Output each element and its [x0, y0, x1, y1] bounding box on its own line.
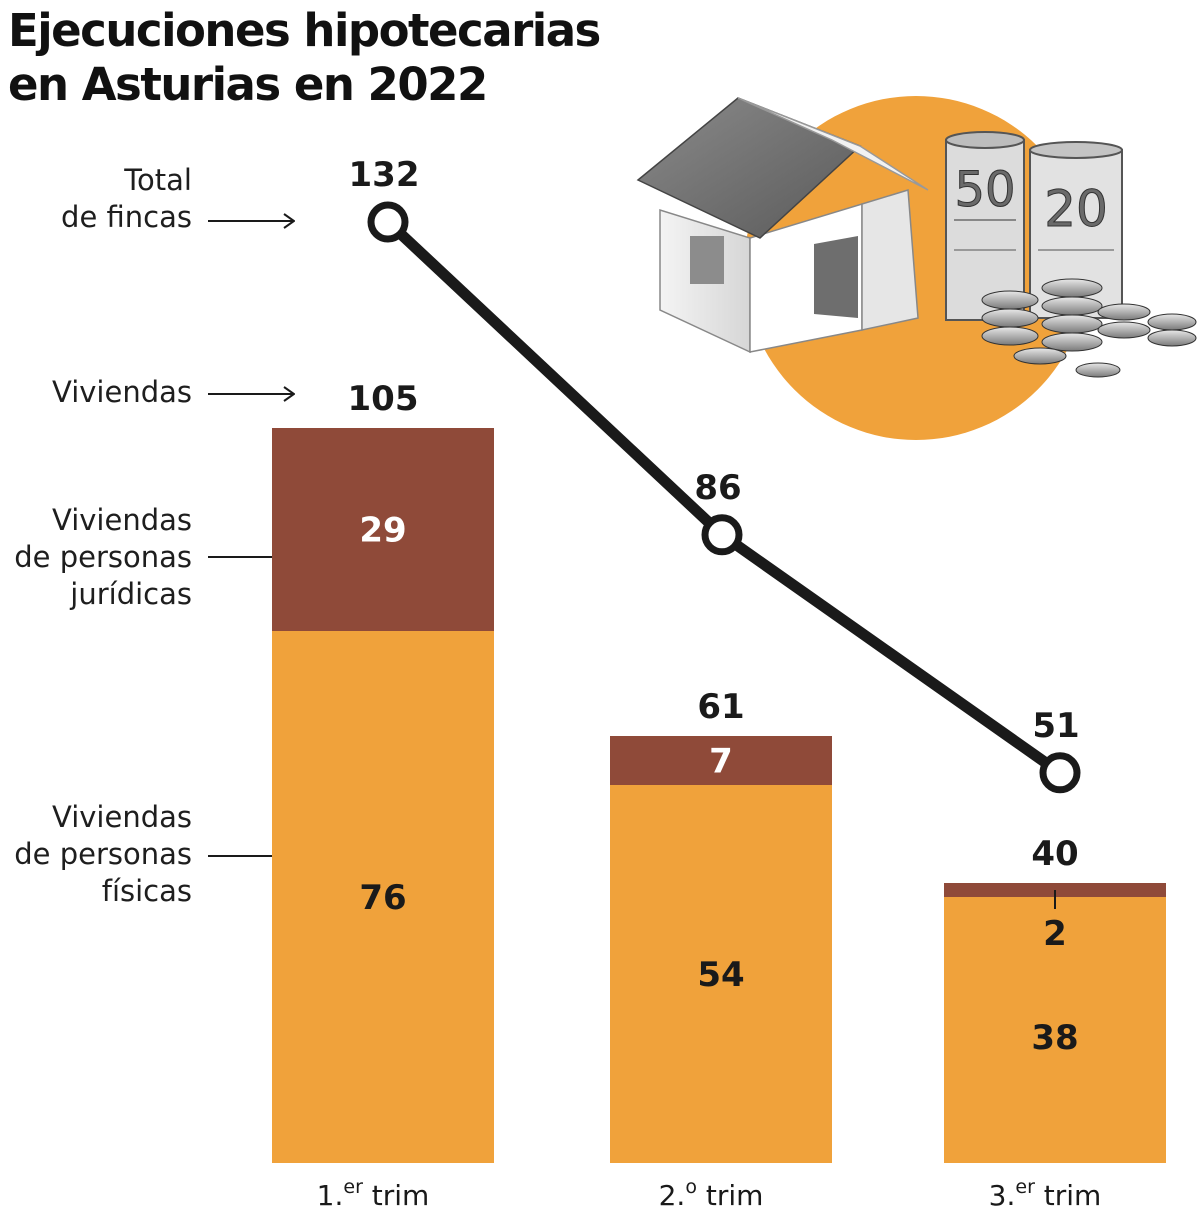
label-fisicas-value-3: 38: [1031, 1018, 1078, 1058]
coins-icon: [981, 278, 1197, 378]
bars-layer: 105 29 76 1.er trim 61 7 54 2.o trim 40 2 38 3.er t…: [272, 379, 1166, 1212]
label-viviendas-total-1: 105: [348, 379, 419, 419]
category-label-3: 3.er trim: [989, 1176, 1102, 1212]
label-fisicas-value-2: 54: [697, 955, 744, 995]
line-point-3: [1039, 752, 1081, 794]
line-point-1: [367, 201, 409, 243]
label-fisicas: Viviendas de personas físicas: [14, 799, 192, 910]
chart-title-line-1: Ejecuciones hipotecarias: [8, 4, 601, 57]
label-fisicas-value-1: 76: [359, 878, 406, 918]
label-juridicas-value-1: 29: [359, 511, 406, 551]
label-total-fincas-line-2: de fincas: [61, 200, 192, 234]
label-juridicas: Viviendas de personas jurídicas: [14, 502, 192, 613]
line-value-label-1: 132: [349, 155, 420, 195]
bar-fisicas-3: [944, 897, 1166, 1163]
line-value-label-2: 86: [694, 468, 741, 508]
label-viviendas: Viviendas: [52, 374, 192, 411]
label-juridicas-value-3: 2: [1043, 914, 1067, 954]
label-juridicas-line-3: jurídicas: [70, 577, 192, 611]
house-icon: [636, 97, 929, 354]
bar-fisicas-2: [610, 785, 832, 1163]
banknote-50-label: 50: [954, 162, 1015, 218]
category-label-2: 2.o trim: [659, 1176, 764, 1212]
banknote-20-label: 20: [1044, 180, 1108, 238]
category-label-1: 1.er trim: [317, 1176, 430, 1212]
line-layer: 132 86 51: [349, 155, 1081, 794]
house-and-money-icon: 50 20: [636, 96, 1197, 440]
label-total-fincas: Total de fincas: [61, 162, 192, 236]
label-total-fincas-line-1: Total: [124, 163, 192, 197]
chart-title: Ejecuciones hipotecarias en Asturias en …: [8, 4, 601, 112]
bar-juridicas-1: [272, 428, 494, 631]
label-viviendas-line-1: Viviendas: [52, 375, 192, 409]
label-juridicas-line-1: Viviendas: [52, 503, 192, 537]
label-juridicas-line-2: de personas: [14, 540, 192, 574]
bar-juridicas-2: [610, 736, 832, 785]
label-viviendas-total-2: 61: [697, 687, 744, 727]
label-fisicas-line-3: físicas: [101, 874, 192, 908]
line-value-label-3: 51: [1032, 706, 1079, 746]
bar-fisicas-1: [272, 631, 494, 1163]
label-fisicas-line-2: de personas: [14, 837, 192, 871]
line-point-2: [701, 514, 743, 556]
chart-title-line-2: en Asturias en 2022: [8, 58, 488, 111]
label-juridicas-value-2: 7: [709, 742, 733, 782]
label-fisicas-line-1: Viviendas: [52, 800, 192, 834]
label-viviendas-total-3: 40: [1031, 834, 1078, 874]
